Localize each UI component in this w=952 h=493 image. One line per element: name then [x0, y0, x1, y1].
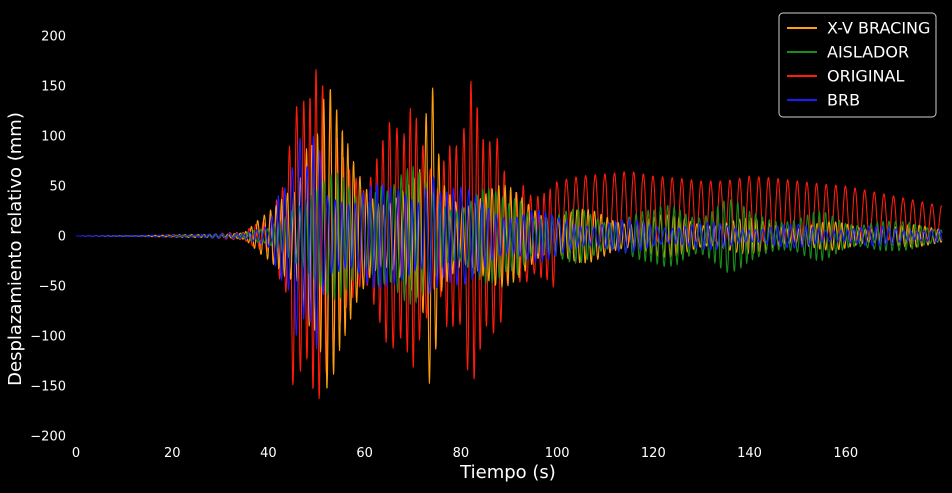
y-axis-label: Desplazamiento relativo (mm) [5, 112, 26, 386]
series-line-aislador [76, 166, 943, 305]
legend: X-V BRACING AISLADOR ORIGINAL BRB [778, 12, 937, 118]
legend-label: AISLADOR [827, 43, 909, 62]
y-tick-label: −100 [30, 330, 66, 345]
x-tick-label: 160 [833, 446, 858, 461]
tick-labels: 0 20 40 60 80 100 120 140 160 −200 −150 −100 −50 0 50 1… [30, 30, 858, 462]
y-tick-label: 0 [58, 230, 66, 245]
x-tick-label: 60 [356, 446, 373, 461]
x-tick-label: 20 [164, 446, 181, 461]
x-tick-label: 0 [72, 446, 80, 461]
x-tick-label: 80 [453, 446, 470, 461]
y-tick-label: −150 [30, 380, 66, 395]
y-tick-label: 100 [41, 130, 66, 145]
x-tick-label: 140 [737, 446, 762, 461]
y-tick-label: 50 [49, 180, 66, 195]
legend-label: BRB [827, 91, 860, 110]
y-tick-label: −50 [39, 280, 66, 295]
y-tick-label: 150 [41, 80, 66, 95]
y-tick-label: −200 [30, 430, 66, 445]
legend-label: ORIGINAL [827, 67, 904, 86]
legend-label: X-V BRACING [827, 19, 930, 38]
legend-box [778, 12, 937, 118]
y-tick-label: 200 [41, 30, 66, 45]
x-tick-label: 100 [545, 446, 570, 461]
x-axis-label: Tiempo (s) [459, 462, 556, 483]
x-tick-label: 120 [641, 446, 666, 461]
x-tick-label: 40 [260, 446, 277, 461]
series-line-brb [76, 135, 943, 350]
